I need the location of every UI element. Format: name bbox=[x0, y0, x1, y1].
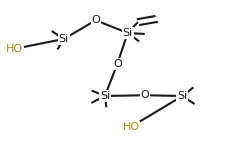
Text: Si: Si bbox=[99, 91, 109, 101]
Text: Si: Si bbox=[122, 28, 132, 38]
Text: O: O bbox=[140, 90, 148, 100]
Text: O: O bbox=[91, 15, 100, 25]
Text: HO: HO bbox=[122, 122, 139, 132]
Text: O: O bbox=[113, 59, 121, 69]
Text: Si: Si bbox=[177, 91, 187, 101]
Text: HO: HO bbox=[6, 44, 23, 54]
Text: Si: Si bbox=[59, 34, 69, 44]
